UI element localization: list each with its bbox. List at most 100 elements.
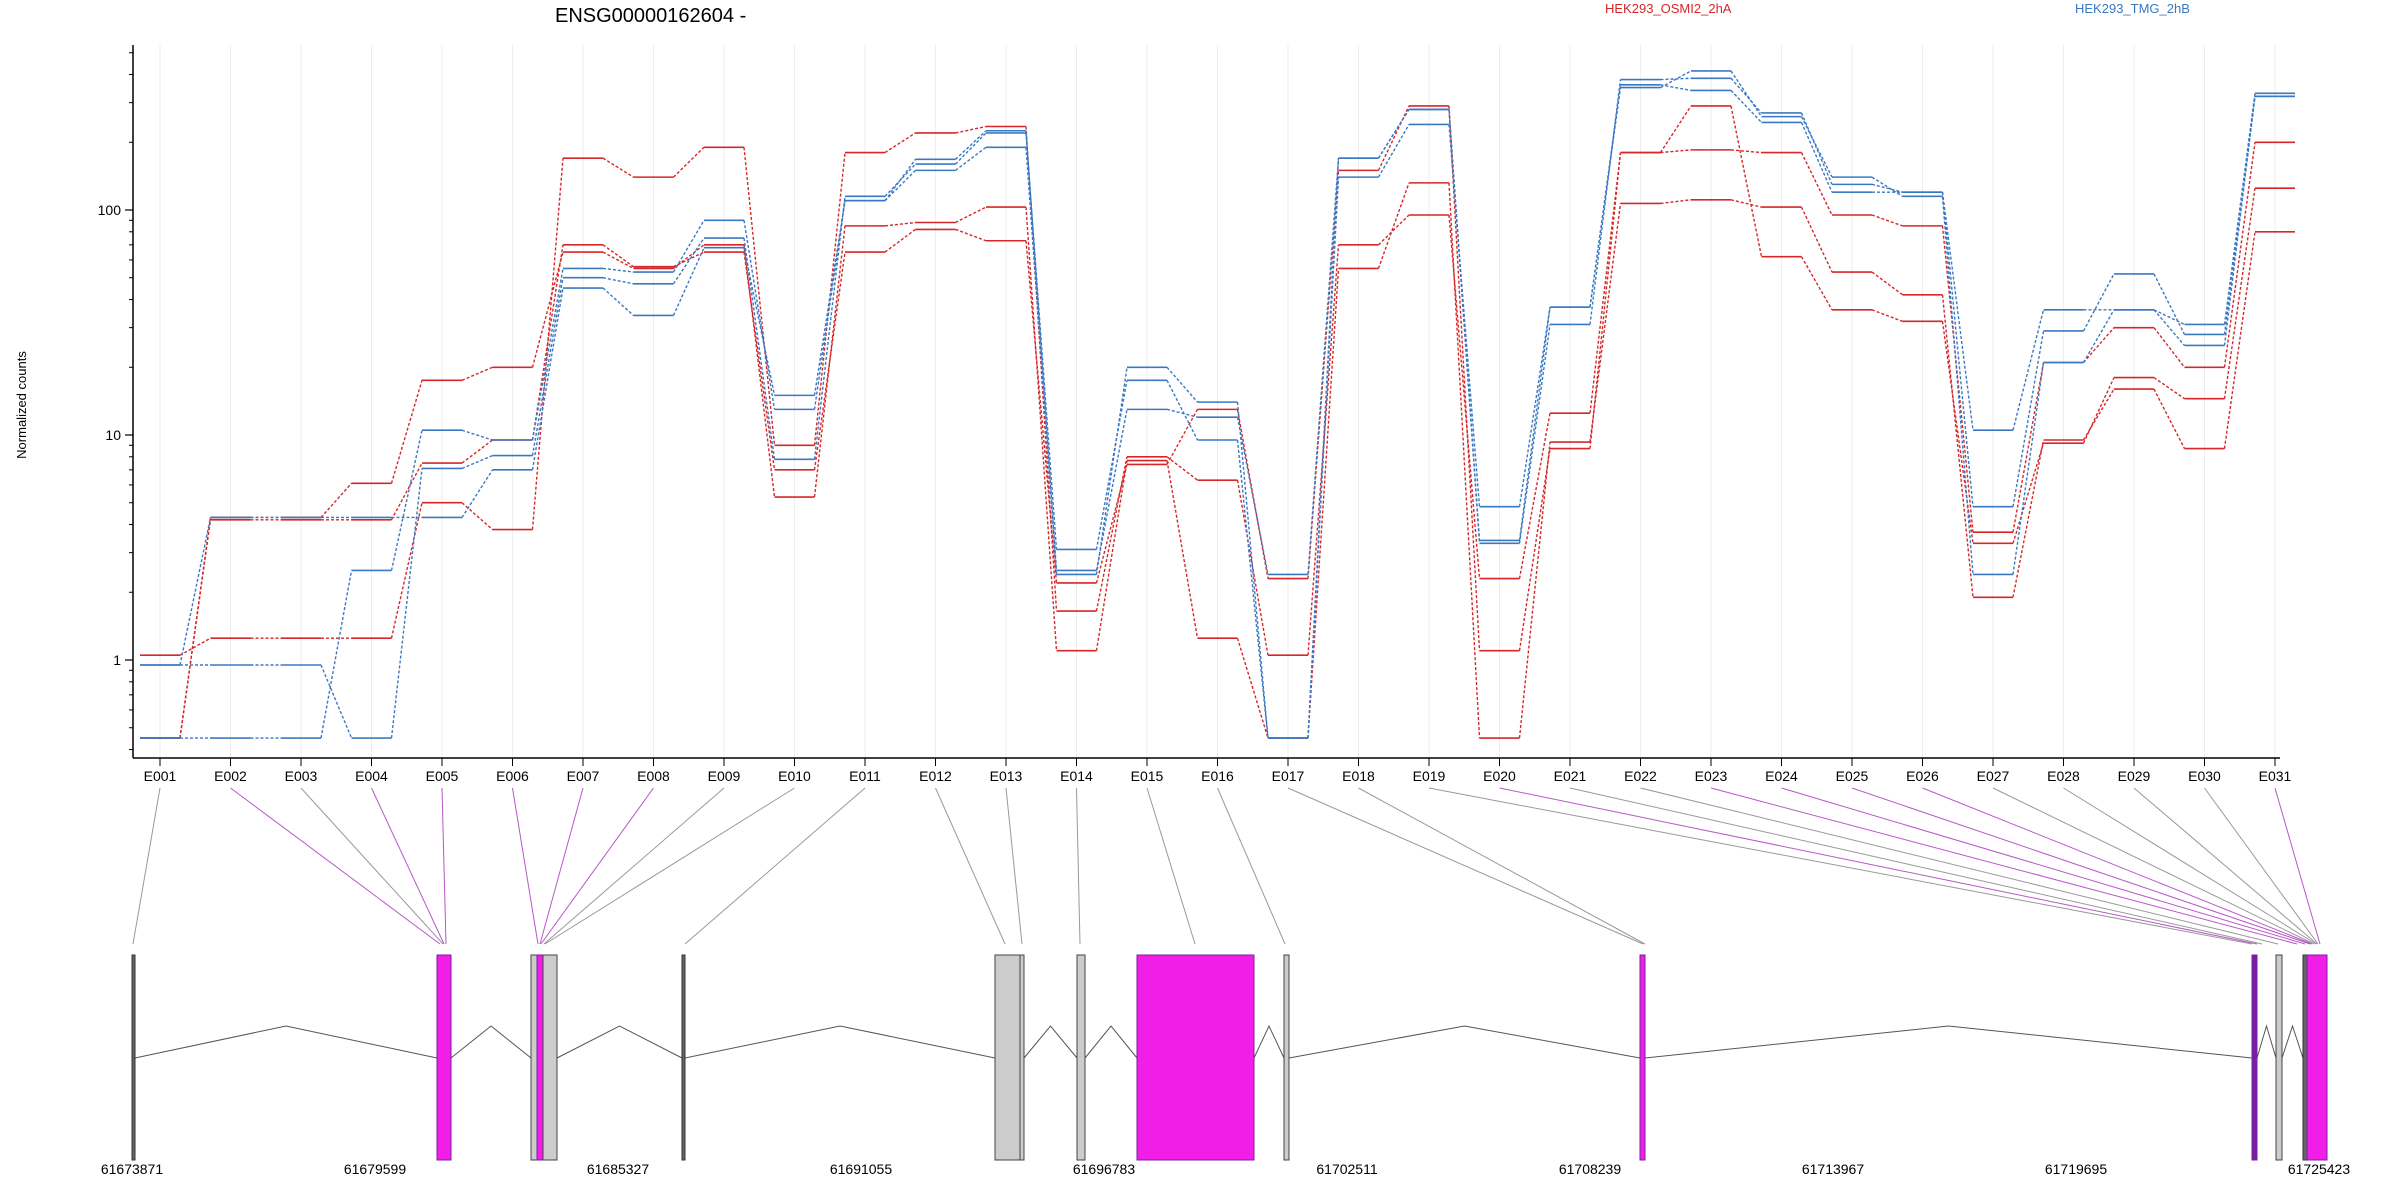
exon-connector [371,787,445,945]
x-tick-label: E014 [1060,768,1093,784]
series-connector [1871,183,1903,193]
series-connector [884,228,916,253]
series-connector [461,439,493,464]
x-tick-label: E017 [1272,768,1305,784]
series-connector [1660,149,1692,154]
exon-connector [540,787,654,945]
series-connector [672,237,705,285]
series-connector [1025,207,1058,651]
series-connector [1941,225,1974,533]
series-connector [1518,307,1551,507]
series-connector [1377,105,1410,171]
series-connector [673,146,705,178]
x-tick-label: E018 [1342,768,1375,784]
x-tick-label: E027 [1977,768,2010,784]
series-connector [1518,442,1551,739]
series-connector [1307,244,1340,656]
series-connector [1518,413,1551,579]
series-connector [955,206,987,224]
series-connector [461,502,493,531]
x-tick-label: E001 [144,768,177,784]
series-connector [743,147,776,446]
series-connector [1095,380,1128,550]
exon-connector [544,787,795,945]
series-connector [1448,182,1481,739]
series-connector [1518,307,1551,541]
coordinate-label: 61708239 [1559,1161,1622,1177]
series-connector [1941,192,1974,507]
series-connector [320,482,353,518]
coordinate-label: 61702511 [1316,1161,1377,1177]
series-connector [1095,409,1128,571]
x-tick-label: E026 [1906,768,1939,784]
series-connector [2153,388,2186,449]
exon-connector [1217,787,1286,945]
series-connector [1166,456,1198,481]
coordinate-label: 61696783 [1073,1161,1136,1177]
coordinate-label: 61679599 [344,1161,407,1177]
series-connector [1589,152,1622,414]
exon-connector [1640,787,2279,945]
x-tick-label: E010 [778,768,811,784]
y-axis: 1 10 100 [98,45,134,758]
x-tick-label: E003 [285,768,318,784]
exon-connector [543,787,725,945]
series-connector [813,251,846,470]
series-connector [390,502,423,639]
series-connector [2223,231,2256,449]
series-connector [884,221,916,227]
intron-line [450,1025,532,1059]
series-connector [1730,105,1763,257]
series-connector [2153,376,2185,400]
x-tick-label: E023 [1695,768,1728,784]
series-connector [743,247,776,396]
series-connector [602,287,634,316]
series-connector [390,430,423,571]
series-connector [1941,192,1974,431]
intron-line [2281,1024,2304,1059]
series-connector [955,125,987,134]
exon-block [994,954,1021,1161]
exon-connector [230,787,441,945]
series-connector [1025,130,1058,571]
exon-block [436,954,452,1161]
x-tick-label: E022 [1624,768,1657,784]
series-connector [390,468,423,739]
exon-connector [1146,787,1196,945]
x-tick-label: E025 [1836,768,1869,784]
series-connector [743,238,776,460]
x-tick-label: E024 [1765,768,1798,784]
exon-block [2251,954,2258,1161]
series-connector [1236,402,1269,739]
series-connector [1166,366,1199,403]
exon-connector [684,787,866,945]
exon-connector [2204,787,2319,945]
exon-block [2302,954,2308,1161]
series-connector [2223,96,2256,346]
series-connector [1025,240,1058,584]
series-connector [2082,273,2115,332]
series-connector [2153,327,2186,368]
series-connector [2012,330,2045,507]
series-connector [1730,89,1763,123]
series-connector [2223,93,2256,325]
series-connector [1800,116,1833,178]
series-connector [2153,309,2185,326]
series-connector [1307,268,1340,739]
series-connector [179,637,211,656]
series-connector [1589,79,1622,325]
x-tick-label: E007 [567,768,600,784]
series-connector [461,429,493,441]
x-tick-label: E011 [849,768,881,784]
series-connector [673,244,705,269]
series-connector [1307,177,1340,739]
series-connector [813,200,846,410]
series-connector [955,146,987,171]
x-tick-label: E019 [1413,768,1446,784]
series-connector [2082,377,2115,444]
series-connector [1307,158,1340,575]
exon-connector [441,787,447,945]
series-connector [461,454,493,470]
legend-entry-osmi2: HEK293_OSMI2_2hA [1605,1,1732,16]
